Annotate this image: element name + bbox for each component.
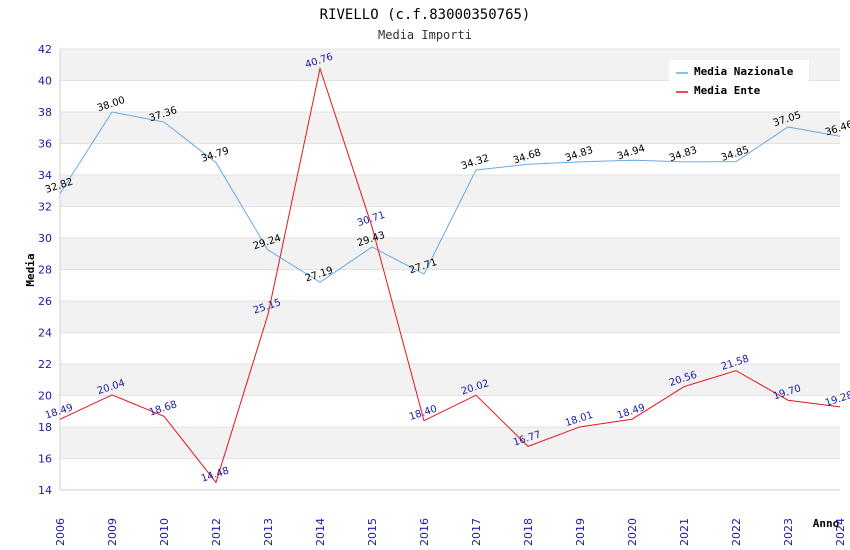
series-line-media-nazionale [59, 111, 841, 283]
x-tick-label: 2014 [314, 518, 327, 546]
grid-band [60, 427, 840, 459]
series-lines [59, 66, 841, 484]
x-tick-label: 2017 [470, 518, 483, 546]
chart-title: RIVELLO (c.f.83000350765) [320, 7, 531, 23]
grid-band [60, 458, 840, 490]
legend-label-media-ente: Media Ente [694, 84, 761, 97]
grid-band [60, 301, 840, 333]
x-tick-label: 2016 [418, 518, 431, 546]
y-tick-label: 20 [38, 390, 52, 403]
y-tick-label: 32 [38, 201, 52, 214]
y-tick-label: 34 [38, 169, 52, 182]
x-tick-label: 2024 [834, 518, 847, 546]
y-tick-label: 30 [38, 232, 52, 245]
grid-band [60, 175, 840, 207]
x-tick-label: 2006 [54, 518, 67, 546]
y-tick-label: 14 [38, 484, 52, 497]
x-tick-label: 2010 [158, 518, 171, 546]
plot-background [59, 48, 840, 491]
legend-label-media-nazionale: Media Nazionale [694, 65, 794, 78]
series-line-media-ente [59, 66, 841, 484]
x-tick-label: 2015 [366, 518, 379, 546]
y-tick-label: 42 [38, 43, 52, 56]
grid-band [60, 395, 840, 427]
y-tick-label: 40 [38, 75, 52, 88]
x-tick-label: 2019 [574, 518, 587, 546]
y-tick-label: 16 [38, 453, 52, 466]
legend: Media Nazionale Media Ente [669, 60, 809, 102]
y-tick-label: 18 [38, 421, 52, 434]
x-axis-label: Anno [813, 517, 840, 530]
y-tick-label: 22 [38, 358, 52, 371]
y-tick-label: 36 [38, 138, 52, 151]
x-tick-label: 2020 [626, 518, 639, 546]
legend-box [669, 60, 809, 102]
x-tick-label: 2009 [106, 518, 119, 546]
grid-band [60, 112, 840, 144]
x-tick-label: 2013 [262, 518, 275, 546]
y-tick-label: 24 [38, 327, 52, 340]
grid-band [60, 238, 840, 270]
x-tick-label: 2021 [678, 518, 691, 546]
x-axis: 2006 2009 2010 2012 2013 2014 2015 2016 2017 2018… [54, 518, 847, 546]
x-tick-label: 2022 [730, 518, 743, 546]
x-tick-label: 2023 [782, 518, 795, 546]
y-tick-label: 38 [38, 106, 52, 119]
y-tick-label: 26 [38, 295, 52, 308]
chart-subtitle: Media Importi [378, 28, 472, 42]
grid-band [60, 269, 840, 301]
y-axis: 14 16 18 20 22 24 26 28 30 32 34 36 38 40 42 [38, 43, 52, 497]
x-tick-label: 2018 [522, 518, 535, 546]
y-axis-label: Media [24, 253, 37, 286]
x-tick-label: 2012 [210, 518, 223, 546]
grid-band [60, 364, 840, 396]
y-tick-label: 28 [38, 264, 52, 277]
grid-band [60, 332, 840, 364]
grid-band [60, 143, 840, 175]
